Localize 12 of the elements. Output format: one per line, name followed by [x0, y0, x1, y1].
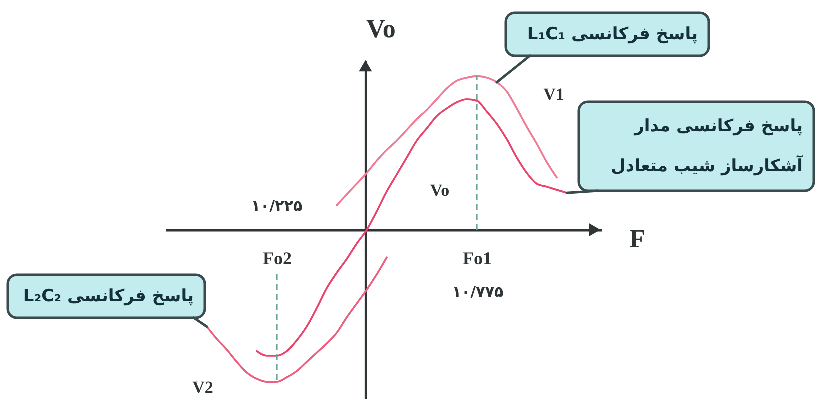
x-tick-label: Fo2 [263, 248, 292, 268]
annotation: ۱۰/۷۷۵ [452, 283, 504, 301]
text: پاسخ فرکانسی L₁C₁ [527, 24, 698, 44]
annotation: Vo [430, 181, 450, 200]
y-axis-title: Vo [366, 14, 396, 44]
annotation: ۱۰/۲۲۵ [251, 197, 303, 215]
series-label: پاسخ فرکانسی L₂C₂ [23, 286, 194, 306]
annotation: V1 [544, 85, 564, 104]
annotation: V2 [192, 378, 214, 397]
x-tick-label: Fo1 [463, 248, 492, 268]
x-axis-title: F [630, 224, 646, 254]
text: پاسخ فرکانسی مدار آشکارساز شیب متعادل [611, 116, 804, 176]
